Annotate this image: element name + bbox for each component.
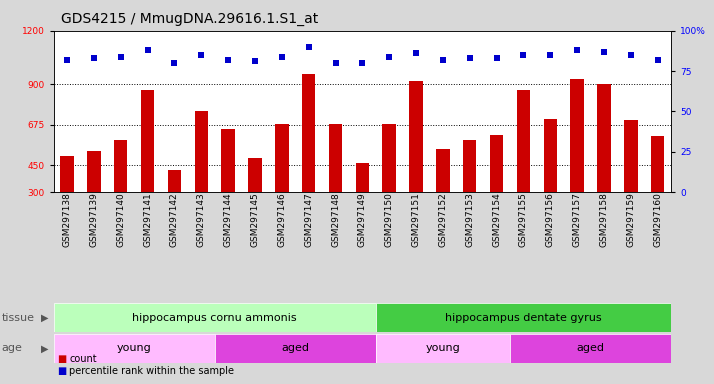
Point <box>330 60 341 66</box>
Text: GSM297150: GSM297150 <box>385 192 393 247</box>
Point <box>169 60 180 66</box>
Bar <box>275 124 288 246</box>
Bar <box>510 334 671 363</box>
Bar <box>248 158 261 246</box>
Point <box>491 55 503 61</box>
Point <box>411 50 422 56</box>
Point <box>222 57 233 63</box>
Text: ▶: ▶ <box>41 313 49 323</box>
Bar <box>598 84 610 246</box>
Text: GSM297149: GSM297149 <box>358 192 367 247</box>
Text: aged: aged <box>577 343 605 354</box>
Point <box>88 55 99 61</box>
Text: GSM297139: GSM297139 <box>89 192 99 247</box>
Bar <box>624 120 638 246</box>
Bar <box>376 334 510 363</box>
Bar <box>517 90 531 246</box>
Bar <box>60 156 74 246</box>
Text: GSM297147: GSM297147 <box>304 192 313 247</box>
Bar <box>383 124 396 246</box>
Text: young: young <box>426 343 461 354</box>
Point <box>652 57 663 63</box>
Text: GSM297160: GSM297160 <box>653 192 662 247</box>
Text: GSM297140: GSM297140 <box>116 192 125 247</box>
Text: hippocampus dentate gyrus: hippocampus dentate gyrus <box>445 313 602 323</box>
Text: GSM297146: GSM297146 <box>277 192 286 247</box>
Bar <box>356 163 369 246</box>
Point <box>61 57 73 63</box>
Text: GSM297152: GSM297152 <box>438 192 448 247</box>
Bar <box>302 74 316 246</box>
Text: count: count <box>69 354 97 364</box>
Bar <box>54 303 376 332</box>
Text: GSM297148: GSM297148 <box>331 192 340 247</box>
Bar <box>376 303 671 332</box>
Bar <box>409 81 423 246</box>
Bar <box>168 170 181 246</box>
Point <box>625 52 637 58</box>
Text: GSM297142: GSM297142 <box>170 192 179 247</box>
Bar <box>328 124 342 246</box>
Text: GSM297153: GSM297153 <box>466 192 474 247</box>
Point <box>142 47 154 53</box>
Point <box>357 60 368 66</box>
Text: GSM297151: GSM297151 <box>411 192 421 247</box>
Text: GSM297145: GSM297145 <box>251 192 259 247</box>
Point <box>249 58 261 65</box>
Text: ▶: ▶ <box>41 343 49 354</box>
Bar <box>570 79 584 246</box>
Point <box>545 52 556 58</box>
Text: ■: ■ <box>57 354 66 364</box>
Text: GSM297138: GSM297138 <box>63 192 71 247</box>
Bar <box>194 111 208 246</box>
Bar <box>651 136 665 246</box>
Point <box>383 53 395 60</box>
Bar <box>543 119 557 246</box>
Point <box>437 57 448 63</box>
Bar <box>141 90 154 246</box>
Point <box>598 49 610 55</box>
Bar <box>490 135 503 246</box>
Text: tissue: tissue <box>1 313 34 323</box>
Point <box>303 44 314 50</box>
Bar <box>54 334 215 363</box>
Point <box>276 53 288 60</box>
Text: hippocampus cornu ammonis: hippocampus cornu ammonis <box>132 313 297 323</box>
Bar <box>436 149 450 246</box>
Point <box>464 55 476 61</box>
Text: GSM297154: GSM297154 <box>492 192 501 247</box>
Text: GSM297158: GSM297158 <box>600 192 608 247</box>
Bar <box>114 140 127 246</box>
Text: GSM297157: GSM297157 <box>573 192 582 247</box>
Bar <box>87 151 101 246</box>
Bar <box>221 129 235 246</box>
Text: ■: ■ <box>57 366 66 376</box>
Text: GSM297141: GSM297141 <box>143 192 152 247</box>
Bar <box>215 334 376 363</box>
Text: GDS4215 / MmugDNA.29616.1.S1_at: GDS4215 / MmugDNA.29616.1.S1_at <box>61 12 318 25</box>
Point <box>115 53 126 60</box>
Text: GSM297159: GSM297159 <box>626 192 635 247</box>
Text: age: age <box>1 343 22 354</box>
Text: GSM297156: GSM297156 <box>545 192 555 247</box>
Point <box>518 52 529 58</box>
Text: young: young <box>116 343 151 354</box>
Point <box>571 47 583 53</box>
Point <box>196 52 207 58</box>
Text: GSM297144: GSM297144 <box>223 192 233 247</box>
Text: aged: aged <box>281 343 309 354</box>
Text: GSM297155: GSM297155 <box>519 192 528 247</box>
Bar <box>463 140 476 246</box>
Text: percentile rank within the sample: percentile rank within the sample <box>69 366 234 376</box>
Text: GSM297143: GSM297143 <box>197 192 206 247</box>
